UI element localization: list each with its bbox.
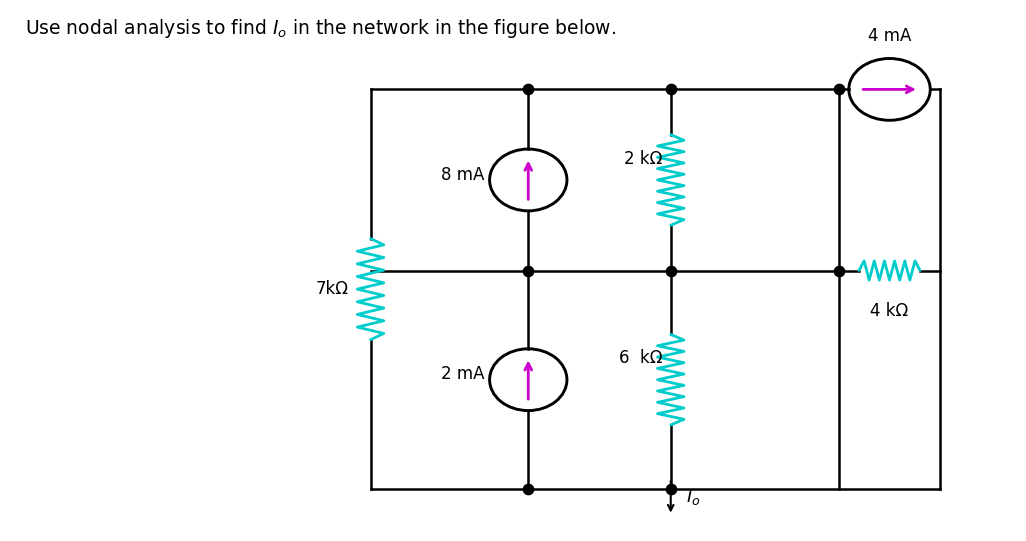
- Text: 4 mA: 4 mA: [868, 27, 911, 45]
- Text: 6  kΩ: 6 kΩ: [619, 349, 663, 367]
- Text: Use nodal analysis to find $I_o$ in the network in the figure below.: Use nodal analysis to find $I_o$ in the …: [25, 17, 616, 41]
- Text: 7kΩ: 7kΩ: [315, 280, 348, 298]
- Text: 2 kΩ: 2 kΩ: [624, 150, 663, 168]
- Text: 8 mA: 8 mA: [441, 166, 484, 183]
- Point: [520, 85, 537, 94]
- Text: $I_o$: $I_o$: [686, 487, 701, 507]
- Text: 2 mA: 2 mA: [441, 365, 484, 384]
- Point: [520, 266, 537, 275]
- Point: [830, 266, 846, 275]
- Text: 4 kΩ: 4 kΩ: [870, 302, 909, 320]
- Point: [663, 85, 679, 94]
- Point: [830, 85, 846, 94]
- Point: [663, 485, 679, 493]
- Point: [663, 266, 679, 275]
- Point: [520, 485, 537, 493]
